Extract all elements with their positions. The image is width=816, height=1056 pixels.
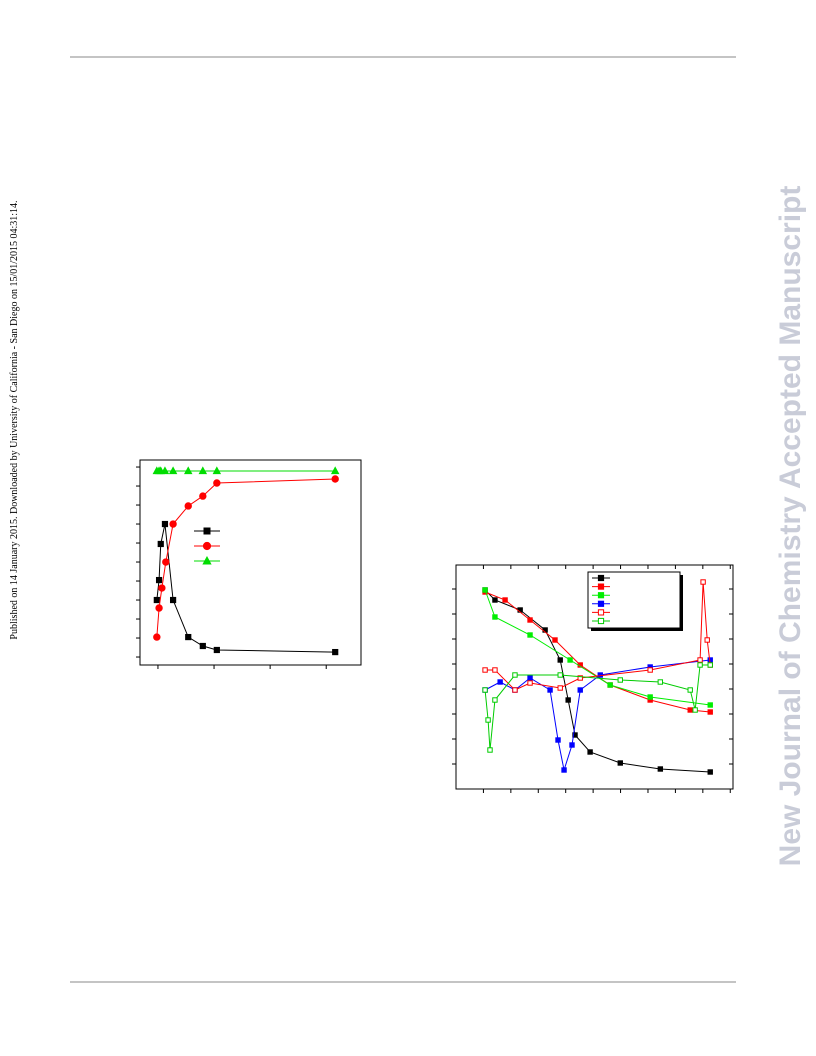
marker (203, 527, 211, 535)
marker (597, 592, 605, 599)
marker (482, 587, 488, 593)
marker (561, 767, 567, 773)
marker (657, 679, 664, 685)
marker (597, 574, 605, 582)
marker (527, 632, 533, 638)
marker (497, 679, 503, 685)
marker (687, 687, 693, 693)
marker (198, 466, 208, 475)
marker (502, 597, 508, 603)
series-line (484, 664, 711, 751)
marker (185, 633, 192, 641)
marker (168, 466, 178, 475)
marker (512, 687, 518, 693)
marker (155, 604, 163, 612)
marker (331, 475, 339, 483)
marker (492, 597, 498, 603)
marker (512, 672, 518, 678)
marker (199, 642, 206, 650)
marker (169, 520, 177, 528)
marker (212, 466, 222, 475)
marker (569, 742, 575, 748)
marker (555, 737, 561, 743)
marker (557, 685, 563, 691)
marker (332, 648, 339, 656)
marker (577, 687, 583, 693)
marker (157, 540, 164, 548)
marker (492, 697, 498, 703)
marker (487, 747, 493, 753)
marker (183, 466, 193, 475)
marker (597, 672, 603, 678)
marker (597, 583, 605, 590)
marker (607, 682, 613, 688)
series-line (156, 523, 336, 653)
marker (213, 479, 221, 487)
marker (161, 520, 169, 528)
marker (617, 677, 623, 683)
marker (707, 769, 713, 775)
marker (169, 596, 177, 604)
marker (597, 617, 605, 625)
marker (330, 466, 340, 475)
marker (617, 760, 623, 766)
marker (482, 667, 488, 673)
marker (160, 466, 170, 475)
marker (572, 732, 578, 738)
watermark: New Journal of Chemistry Accepted Manusc… (774, 186, 807, 867)
marker (704, 637, 710, 643)
marker (647, 694, 653, 700)
marker (527, 680, 533, 686)
marker (547, 687, 553, 693)
marker (153, 596, 160, 604)
marker (552, 637, 558, 643)
marker (202, 555, 212, 565)
marker (597, 609, 605, 616)
marker (482, 687, 488, 693)
marker (158, 584, 166, 592)
marker (697, 662, 703, 668)
marker (527, 617, 533, 623)
marker (647, 667, 653, 673)
marker (557, 657, 563, 663)
marker (199, 492, 207, 500)
marker (577, 675, 583, 681)
marker (707, 709, 713, 715)
marker (492, 614, 498, 620)
side-text: Published on 14 January 2015. Downloaded… (9, 200, 20, 639)
marker (597, 600, 605, 607)
marker (492, 667, 498, 673)
marker (687, 707, 693, 713)
plot-frame (139, 459, 362, 666)
marker (567, 657, 573, 663)
marker (202, 541, 212, 551)
marker (707, 702, 713, 708)
marker (657, 766, 664, 772)
marker (155, 576, 163, 584)
plot-frame (455, 564, 734, 790)
marker (697, 657, 703, 663)
marker (213, 646, 220, 654)
marker (700, 579, 706, 585)
marker (565, 697, 571, 703)
marker (587, 749, 593, 755)
marker (692, 707, 698, 713)
marker (184, 502, 192, 510)
marker (162, 558, 170, 566)
marker (485, 717, 491, 723)
marker (707, 662, 713, 668)
marker (153, 633, 161, 641)
series-line (156, 478, 336, 638)
marker (527, 675, 533, 681)
marker (557, 672, 563, 678)
